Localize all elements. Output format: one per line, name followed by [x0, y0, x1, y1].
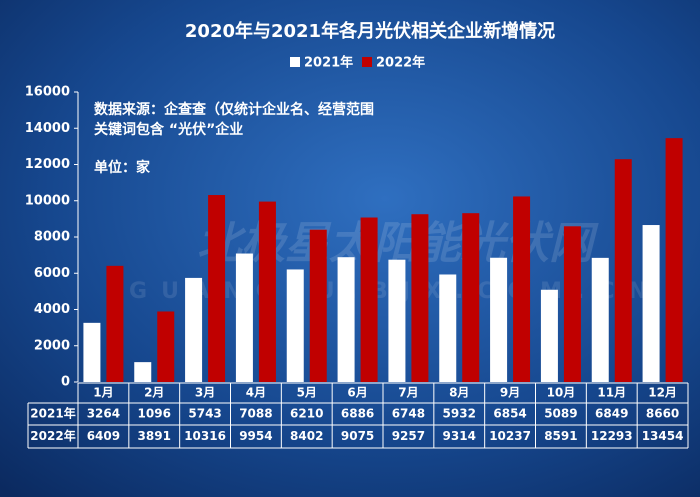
y-tick-label: 16000: [25, 85, 70, 100]
bar: [563, 226, 581, 382]
y-tick-label: 8000: [34, 230, 70, 245]
x-tick-label: 6月: [347, 386, 367, 400]
bar: [360, 217, 378, 382]
x-tick-label: 5月: [297, 386, 317, 400]
table-cell: 9954: [239, 429, 272, 443]
table-cell: 9075: [341, 429, 374, 443]
table-cell: 5089: [544, 407, 577, 421]
bar: [309, 229, 327, 382]
legend-label: 2021年: [304, 55, 353, 71]
table-cell: 7088: [239, 407, 272, 421]
table-cell: 6849: [595, 407, 628, 421]
legend-swatch: [290, 57, 300, 67]
table-cell: 8660: [646, 407, 679, 421]
table-cell: 5932: [443, 407, 476, 421]
bar: [258, 201, 276, 382]
bar: [286, 269, 304, 382]
bar: [513, 196, 531, 382]
bar: [134, 362, 152, 382]
bar: [388, 259, 406, 382]
table-cell: 10316: [184, 429, 226, 443]
annotation: 关键词包含 “光伏”企业: [94, 121, 243, 138]
table-cell: 6886: [341, 407, 374, 421]
table-cell: 8402: [290, 429, 323, 443]
bar: [591, 257, 609, 382]
x-tick-label: 12月: [648, 386, 677, 400]
bar: [185, 277, 203, 382]
y-tick-label: 4000: [34, 302, 70, 317]
table-cell: 1096: [138, 407, 171, 421]
table-cell: 9314: [443, 429, 476, 443]
bar: [462, 213, 480, 382]
y-tick-label: 10000: [25, 193, 70, 208]
x-tick-label: 2月: [144, 386, 164, 400]
x-tick-label: 3月: [195, 386, 215, 400]
y-tick-label: 2000: [34, 338, 70, 353]
bar: [106, 265, 124, 382]
x-tick-label: 8月: [449, 386, 469, 400]
x-tick-label: 11月: [597, 386, 626, 400]
annotation: 单位：家: [94, 159, 151, 176]
bar: [208, 195, 226, 382]
bar: [642, 225, 660, 382]
bar: [83, 322, 101, 382]
bar: [235, 253, 253, 382]
x-tick-label: 7月: [398, 386, 418, 400]
bar: [439, 274, 457, 382]
table-cell: 8591: [544, 429, 577, 443]
legend-swatch: [362, 57, 372, 67]
bar: [665, 138, 683, 382]
bar: [157, 311, 175, 382]
table-row-label: 2021年: [30, 406, 75, 421]
bar: [614, 159, 632, 382]
bar: [337, 257, 355, 382]
table-cell: 12293: [591, 429, 633, 443]
table-row-label: 2022年: [30, 428, 75, 443]
chart-title: 2020年与2021年各月光伏相关企业新增情况: [185, 20, 555, 42]
table-cell: 6210: [290, 407, 323, 421]
table-cell: 3264: [87, 407, 120, 421]
x-tick-label: 9月: [500, 386, 520, 400]
table-cell: 3891: [138, 429, 171, 443]
table-cell: 9257: [392, 429, 425, 443]
table-cell: 13454: [642, 429, 684, 443]
y-tick-label: 6000: [34, 266, 70, 281]
annotation: 数据来源：企查查（仅统计企业名、经营范围: [94, 101, 374, 118]
y-tick-label: 12000: [25, 157, 70, 172]
x-tick-label: 10月: [547, 386, 576, 400]
bar: [540, 289, 558, 382]
bar: [411, 214, 429, 382]
table-cell: 5743: [188, 407, 221, 421]
x-tick-label: 1月: [93, 386, 113, 400]
legend-label: 2022年: [376, 55, 425, 71]
table-cell: 10237: [489, 429, 531, 443]
bar: [490, 257, 508, 382]
table-cell: 6854: [493, 407, 526, 421]
y-tick-label: 14000: [25, 121, 70, 136]
table-cell: 6409: [87, 429, 120, 443]
table-cell: 6748: [392, 407, 425, 421]
y-tick-label: 0: [61, 375, 70, 390]
x-tick-label: 4月: [246, 386, 266, 400]
